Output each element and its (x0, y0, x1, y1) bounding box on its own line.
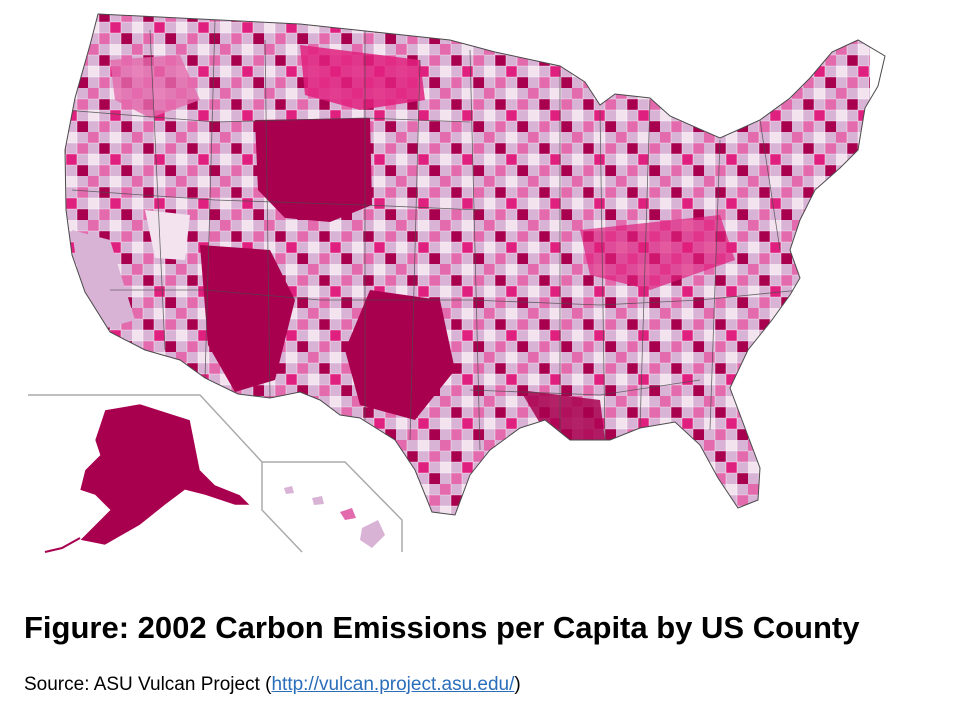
hawaii-inset-frame (262, 461, 403, 552)
source-suffix: ) (514, 674, 521, 695)
hotspot-gulf-coast (520, 390, 605, 440)
hotspot-northern-plains (300, 45, 425, 110)
alaska-shape (79, 403, 251, 546)
lowspot-nevada (145, 210, 190, 260)
hawaii-island-maui (340, 508, 356, 520)
state-borders (65, 19, 801, 451)
hawaii-island-oahu (312, 496, 324, 505)
alaska-aleutians (44, 537, 81, 553)
hotspot-four-corners (200, 245, 295, 392)
hotspot-rockies (255, 118, 372, 222)
hawaii-inset (262, 461, 403, 552)
choropleth-map (28, 13, 886, 553)
source-link[interactable]: http://vulcan.project.asu.edu/ (271, 674, 515, 695)
alaska-inset (28, 394, 303, 553)
hawaii-island-big (360, 520, 385, 548)
hawaii-island-kauai (284, 486, 294, 494)
hotspot-ohio-valley (580, 215, 735, 290)
source-line: Source: ASU Vulcan Project (http://vulca… (24, 674, 521, 696)
emission-hotspots (72, 45, 735, 440)
hotspot-southern-plains (345, 290, 455, 420)
hotspot-pacific-northwest (110, 55, 200, 118)
figure-caption: Figure: 2002 Carbon Emissions per Capita… (24, 610, 860, 645)
source-prefix: Source: ASU Vulcan Project ( (24, 674, 272, 695)
